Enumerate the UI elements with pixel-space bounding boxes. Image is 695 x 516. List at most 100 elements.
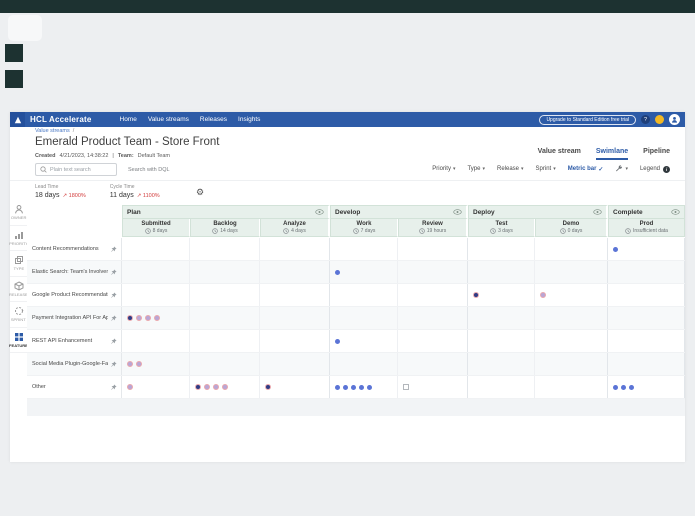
row-label-cell[interactable]: Elastic Search: Team's Involvement Wit (27, 261, 122, 283)
nav-item-home[interactable]: Home (119, 116, 137, 123)
search-with-dql-link[interactable]: Search with DQL (128, 167, 170, 173)
filter-sprint-dropdown[interactable]: Sprint ▾ (536, 166, 556, 172)
work-item-dot[interactable] (136, 315, 142, 321)
clock-icon (352, 228, 359, 234)
avatar[interactable] (669, 114, 680, 125)
filter-release-dropdown[interactable]: Release ▾ (497, 166, 524, 172)
clock-icon (212, 228, 218, 234)
board-cell (535, 376, 608, 398)
work-item-dot[interactable] (204, 384, 210, 390)
tools-dropdown[interactable]: ▾ (615, 165, 628, 173)
sidebar-item-release[interactable]: RELEASE (9, 277, 28, 302)
filter-type-dropdown[interactable]: Type ▾ (467, 166, 485, 172)
work-item-dot[interactable] (154, 315, 160, 321)
tab-value-stream[interactable]: Value stream (537, 148, 581, 155)
work-item-dot[interactable] (335, 269, 340, 275)
work-item-dot[interactable] (265, 384, 271, 390)
board-cell (190, 330, 260, 352)
sidebar-item-owner[interactable]: OWNER (10, 200, 27, 226)
sidebar-item-priority[interactable]: PRIORITY (9, 226, 28, 251)
work-item-dot[interactable] (222, 384, 228, 390)
pin-icon[interactable] (110, 332, 117, 350)
metric-bar-toggle[interactable]: Metric bar ✓ (568, 166, 604, 173)
work-item-dot[interactable] (213, 384, 219, 390)
board-cell (608, 330, 685, 352)
row-label-cell[interactable]: Google Product Recommendations AI (27, 284, 122, 306)
breadcrumb-link[interactable]: Value streams (35, 128, 70, 134)
row-label-cell[interactable]: Content Recommendations (27, 238, 122, 260)
board-cell (398, 238, 468, 260)
pin-icon[interactable] (110, 378, 117, 396)
board-cell (260, 376, 330, 398)
board-cell (260, 307, 330, 329)
row-label-cell[interactable]: REST API Enhancement (27, 330, 122, 352)
filter-priority-dropdown[interactable]: Priority ▾ (432, 166, 455, 172)
table-row: Elastic Search: Team's Involvement Wit (27, 261, 685, 284)
metric-label: Cycle Time (109, 184, 135, 190)
tab-swimlane[interactable]: Swimlane (595, 148, 629, 160)
sidebar-item-type[interactable]: TYPE (10, 251, 27, 277)
sidebar-item-feature[interactable]: FEATURE (9, 328, 28, 353)
work-item-dot[interactable] (343, 384, 348, 390)
work-item-dot[interactable] (195, 384, 201, 390)
board-cell (608, 307, 685, 329)
work-item-dot[interactable] (540, 292, 546, 298)
upgrade-button[interactable]: Upgrade to Standard Edition free trial (539, 114, 636, 125)
stage-duration-value: 8 days (152, 228, 168, 234)
table-row: Other (27, 376, 685, 399)
work-item-dot[interactable] (473, 292, 479, 298)
row-label-cell[interactable]: Social Media Plugin-Google-Facebook-I (27, 353, 122, 375)
sidebar-item-label: OWNER (10, 215, 27, 221)
pin-icon[interactable] (110, 263, 117, 281)
pin-icon[interactable] (110, 309, 117, 327)
help-icon[interactable]: ? (641, 115, 650, 124)
metric-value-row: 11 days ↗ 1100% (110, 192, 160, 199)
legend-button[interactable]: Legend i (640, 165, 670, 173)
nav-item-releases[interactable]: Releases (199, 116, 228, 123)
nav-item-value-streams[interactable]: Value streams (147, 116, 189, 123)
metrics-settings-gear-icon[interactable]: ⚙ (196, 187, 205, 197)
work-item-dot[interactable] (136, 361, 142, 367)
board-cell (398, 284, 468, 306)
pin-icon[interactable] (110, 240, 117, 258)
row-label-cell[interactable]: Other (27, 376, 122, 398)
board-footer-strip (27, 399, 685, 416)
work-item-dot[interactable] (335, 384, 340, 390)
stage-duration-value: 7 days (360, 228, 376, 234)
notification-icon[interactable] (655, 115, 664, 124)
row-label-cell[interactable]: Payment Integration API For Apple Pay (27, 307, 122, 329)
hcl-logo-icon[interactable] (10, 112, 25, 127)
pin-icon[interactable] (110, 286, 117, 304)
eye-icon (453, 209, 462, 215)
sidebar-item-label: RELEASE (9, 292, 28, 297)
work-item-dot[interactable] (613, 246, 618, 252)
work-item-dot[interactable] (613, 384, 618, 390)
team-label: Team: (117, 153, 134, 159)
work-item-dot[interactable] (127, 315, 133, 321)
work-item-dot[interactable] (351, 384, 356, 390)
metrics-bar: Lead Time 18 days ↗ 1800% Cycle Time 11 days… (35, 184, 160, 199)
stage-header-work: Work 7 days (330, 219, 398, 237)
board-cell (330, 261, 398, 283)
work-item-dot[interactable] (621, 384, 626, 390)
work-item-dot[interactable] (403, 384, 409, 390)
eye-icon (315, 209, 324, 215)
board-cell (398, 376, 468, 398)
work-item-dot[interactable] (367, 384, 372, 390)
sidebar-item-sprint[interactable]: SPRINT (10, 302, 27, 328)
search-input[interactable]: Plain text search (35, 163, 117, 176)
work-item-dot[interactable] (145, 315, 151, 321)
tab-pipeline[interactable]: Pipeline (643, 148, 670, 155)
wrench-icon (615, 165, 623, 173)
work-item-dot[interactable] (629, 384, 634, 390)
work-item-dot[interactable] (335, 338, 340, 344)
nav-item-insights[interactable]: Insights (238, 116, 261, 123)
stage-duration: Insufficient data (625, 228, 668, 234)
work-item-dot[interactable] (359, 384, 364, 390)
board-cell (330, 307, 398, 329)
work-item-dot[interactable] (127, 384, 133, 390)
board-cell (190, 238, 260, 260)
work-item-dot[interactable] (127, 361, 133, 367)
pin-icon[interactable] (110, 355, 117, 373)
